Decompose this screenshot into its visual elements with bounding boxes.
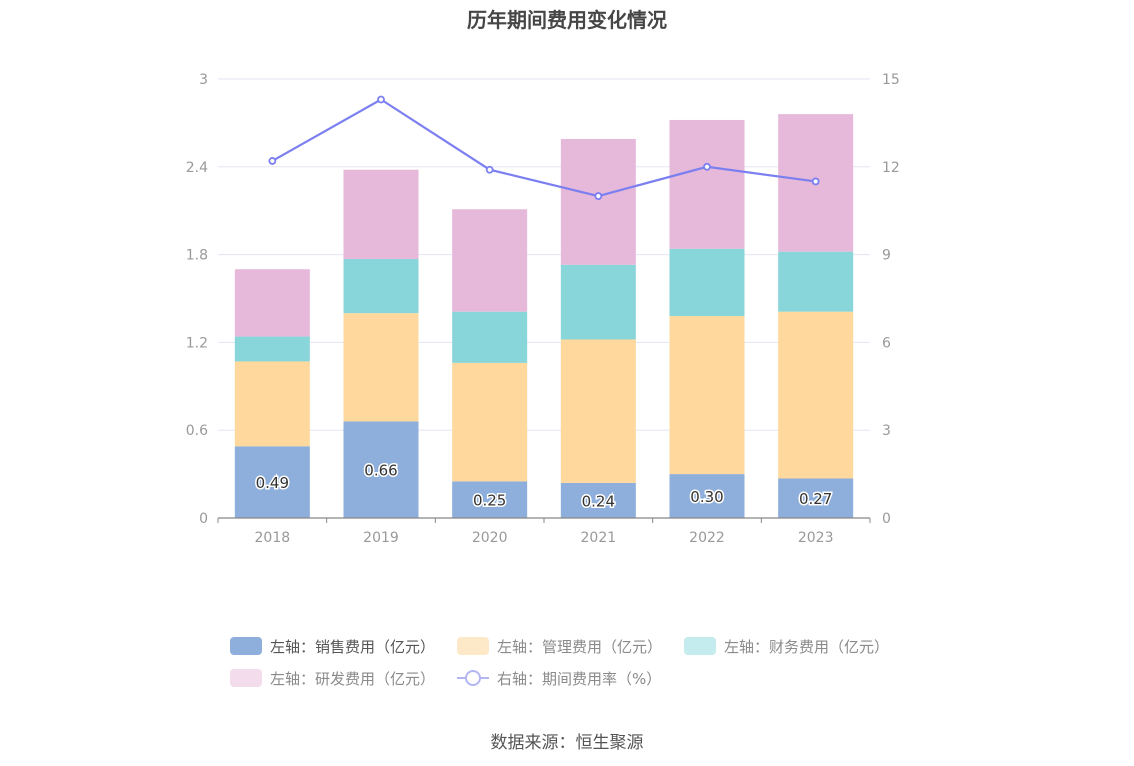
bar-segment-3: [234, 336, 310, 362]
x-axis-tick-label: 2019: [363, 530, 399, 546]
bar-segment-1: [452, 481, 528, 518]
expense-ratio-point: [811, 177, 820, 186]
legend-line-icon: [457, 669, 490, 687]
x-axis-tick-label: 2018: [255, 530, 291, 546]
expense-ratio-point: [703, 162, 711, 171]
bar-data-label: 0.49: [256, 474, 289, 492]
legend-item-rnd[interactable]: 左轴：研发费用（亿元）: [230, 668, 435, 689]
data-source: 数据来源：恒生聚源: [490, 733, 644, 753]
bar-segment-2: [560, 339, 636, 483]
chart-legend: 左轴：销售费用（亿元） 左轴：管理费用（亿元） 左轴：财务费用（亿元） 左轴：研…: [230, 630, 930, 694]
legend-item-admin[interactable]: 左轴：管理费用（亿元）: [457, 636, 662, 657]
bar-segment-1: [560, 482, 636, 518]
chart-title: 历年期间费用变化情况: [467, 8, 667, 32]
bar-segment-1: [778, 478, 854, 518]
left-axis-tick-label: 1.2: [186, 335, 208, 351]
bar-segment-2: [452, 362, 528, 482]
bar-segment-1: [234, 446, 310, 518]
left-axis-tick-label: 0.6: [186, 423, 208, 439]
bar-segment-4: [669, 119, 745, 249]
legend-item-expense-ratio[interactable]: 右轴：期间费用率（%）: [457, 668, 661, 689]
bar-data-label: 0.66: [364, 462, 397, 480]
bar-data-label: 0.27: [799, 490, 832, 508]
right-axis-tick-label: 6: [882, 335, 891, 351]
bar-data-label: 0.25: [473, 492, 506, 510]
right-axis-tick-label: 0: [882, 511, 891, 527]
bar-segment-1: [669, 474, 745, 518]
bar-data-label: 0.24: [582, 492, 615, 510]
legend-label-finance: 左轴：财务费用（亿元）: [724, 637, 890, 656]
legend-item-sales[interactable]: 左轴：销售费用（亿元）: [230, 636, 435, 657]
legend-label-expense-ratio: 右轴：期间费用率（%）: [497, 669, 662, 688]
right-axis-tick-label: 9: [882, 248, 891, 264]
x-axis-tick-label: 2022: [689, 530, 725, 546]
bar-segment-4: [343, 169, 419, 259]
x-axis-tick-label: 2023: [798, 530, 834, 546]
left-axis-tick-label: 0: [199, 511, 208, 527]
expense-ratio-point: [377, 95, 385, 104]
right-axis-tick-label: 12: [882, 160, 900, 176]
legend-swatch-sales: [230, 637, 262, 655]
legend-label-admin: 左轴：管理费用（亿元）: [497, 637, 663, 656]
legend-label-rnd: 左轴：研发费用（亿元）: [270, 669, 436, 688]
right-axis-tick-label: 3: [882, 423, 891, 439]
bar-segment-2: [778, 311, 854, 479]
bar-segment-3: [560, 264, 636, 340]
expense-ratio-point: [268, 157, 277, 165]
bar-segment-3: [669, 248, 745, 317]
left-axis-tick-label: 1.8: [186, 248, 208, 264]
bar-segment-3: [778, 251, 854, 312]
bar-segment-2: [669, 316, 745, 475]
expense-ratio-point: [594, 192, 603, 200]
expense-ratio-point: [485, 165, 494, 174]
legend-item-finance[interactable]: 左轴：财务费用（亿元）: [684, 636, 889, 657]
x-axis-tick-label: 2021: [581, 530, 617, 546]
bar-segment-4: [234, 269, 310, 337]
bar-segment-2: [234, 361, 310, 447]
bar-segment-3: [452, 311, 528, 363]
bar-segment-4: [560, 138, 636, 265]
left-axis-tick-label: 3: [199, 72, 208, 88]
bar-segment-4: [452, 209, 528, 312]
bar-segment-2: [343, 313, 419, 422]
bar-data-label: 0.30: [690, 488, 723, 506]
legend-swatch-admin: [457, 637, 490, 655]
legend-label-sales: 左轴：销售费用（亿元）: [270, 637, 436, 656]
legend-swatch-rnd: [230, 669, 262, 687]
expense-ratio-line: [271, 98, 816, 198]
bar-segment-1: [343, 421, 419, 518]
left-axis-tick-label: 2.4: [186, 160, 208, 176]
legend-swatch-finance: [684, 637, 717, 655]
x-axis-tick-label: 2020: [472, 530, 508, 546]
right-axis-tick-label: 15: [882, 72, 900, 88]
bar-segment-3: [343, 258, 419, 314]
